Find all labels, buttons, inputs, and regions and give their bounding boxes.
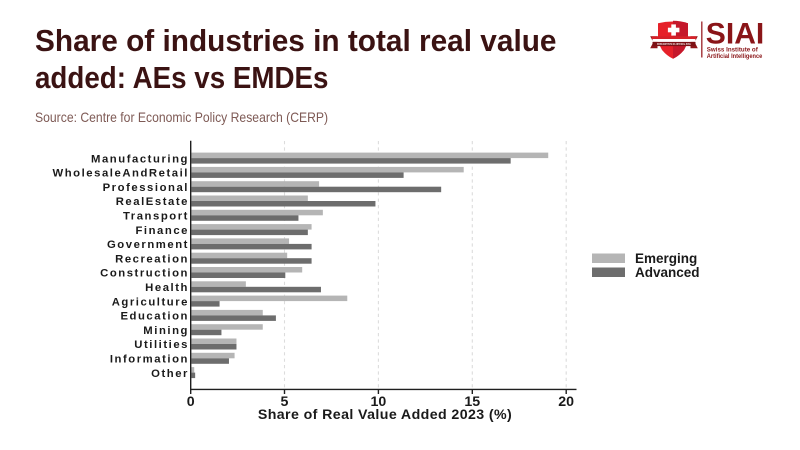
svg-text:20: 20 [558,394,574,410]
svg-text:0: 0 [187,394,195,410]
svg-text:Health: Health [145,282,189,294]
svg-text:Swiss Institute of: Swiss Institute of [707,46,759,53]
svg-text:5: 5 [281,394,289,410]
svg-text:Artificial Intelligence: Artificial Intelligence [707,53,763,60]
svg-text:Agriculture: Agriculture [112,296,189,308]
svg-text:Construction: Construction [100,268,189,280]
svg-text:10: 10 [371,394,387,410]
svg-text:Manufacturing: Manufacturing [91,153,189,165]
svg-text:Finance: Finance [135,225,189,237]
svg-text:Information: Information [110,354,189,366]
svg-text:Government: Government [107,239,189,251]
svg-text:Utilities: Utilities [134,339,189,351]
svg-text:Emerging: Emerging [635,251,697,266]
svg-text:Professional: Professional [103,182,189,194]
svg-text:Advanced: Advanced [635,265,700,280]
svg-text:Mining: Mining [143,325,189,337]
svg-text:Education: Education [120,311,189,323]
svg-text:Share of Real Value Added 2023: Share of Real Value Added 2023 (%) [258,407,512,423]
svg-text:SIAI: SIAI [706,17,765,50]
svg-text:WholesaleAndRetail: WholesaleAndRetail [53,168,190,180]
svg-text:15: 15 [464,394,480,410]
svg-text:Recreation: Recreation [115,253,189,265]
svg-text:SWISS INSTITUTE OF ARTIFICIAL: SWISS INSTITUTE OF ARTIFICIAL INTEL [657,43,691,46]
svg-text:Transport: Transport [123,211,189,223]
svg-text:RealEstate: RealEstate [116,196,189,208]
svg-text:Other: Other [151,368,189,380]
